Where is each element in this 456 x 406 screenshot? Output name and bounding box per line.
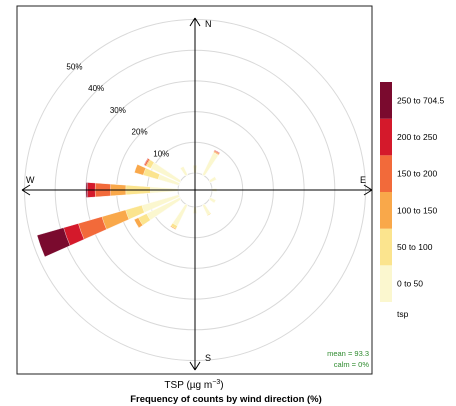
legend-swatch-5 — [380, 82, 392, 119]
legend: 0 to 50 50 to 100 100 to 150 150 to 200 200 … — [380, 82, 445, 319]
ring-label-2: 20% — [132, 128, 148, 137]
petal-210-bin-0 — [172, 203, 188, 227]
axis-arrowhead-0 — [189, 17, 201, 27]
legend-swatch-1 — [380, 228, 392, 266]
legend-label-0: 0 to 50 — [397, 279, 423, 289]
ring-label-5: 50% — [66, 62, 82, 71]
legend-swatch-4 — [380, 118, 392, 156]
axis-arrowhead-1 — [189, 361, 201, 371]
axis-arrowhead-2 — [21, 184, 31, 196]
legend-title: tsp — [397, 309, 409, 319]
stats-calm: calm = 0% — [334, 360, 370, 369]
legend-swatch-3 — [380, 155, 392, 192]
compass-south-label: S — [205, 353, 211, 363]
legend-swatch-2 — [380, 192, 392, 229]
petal-30-bin-0 — [202, 152, 219, 177]
petal-250-bin-0 — [141, 194, 180, 213]
x-axis-label: TSP (µg m−3) — [164, 379, 223, 391]
petal-240-bin-0 — [146, 197, 182, 221]
petal-150-bin-0 — [202, 203, 211, 216]
axis-arrowhead-3 — [363, 184, 373, 196]
petal-330-bin-0 — [180, 166, 188, 177]
compass-north-label: N — [205, 19, 212, 29]
legend-label-2: 100 to 150 — [397, 205, 437, 215]
legend-label-1: 50 to 100 — [397, 242, 433, 252]
legend-swatch-0 — [380, 265, 392, 302]
legend-label-5: 250 to 704.5 — [397, 95, 445, 105]
ring-labels: 10% 20% 30% 40% 50% — [66, 62, 169, 158]
compass-axes — [21, 17, 373, 371]
petal-290-bin-0 — [157, 174, 180, 186]
chart-title: Frequency of counts by wind direction (%… — [130, 394, 322, 405]
compass-east-label: E — [360, 175, 366, 185]
ring-label-1: 10% — [153, 149, 169, 158]
ring-label-4: 40% — [88, 84, 104, 93]
compass-west-label: W — [26, 175, 35, 185]
petal-60-bin-0 — [208, 176, 217, 183]
ring-label-3: 30% — [110, 106, 126, 115]
legend-label-4: 200 to 250 — [397, 132, 437, 142]
legend-label-3: 150 to 200 — [397, 169, 437, 179]
stats-mean: mean = 93.3 — [327, 349, 369, 358]
petal-120-bin-0 — [208, 197, 217, 204]
petal-300-bin-0 — [150, 162, 182, 183]
